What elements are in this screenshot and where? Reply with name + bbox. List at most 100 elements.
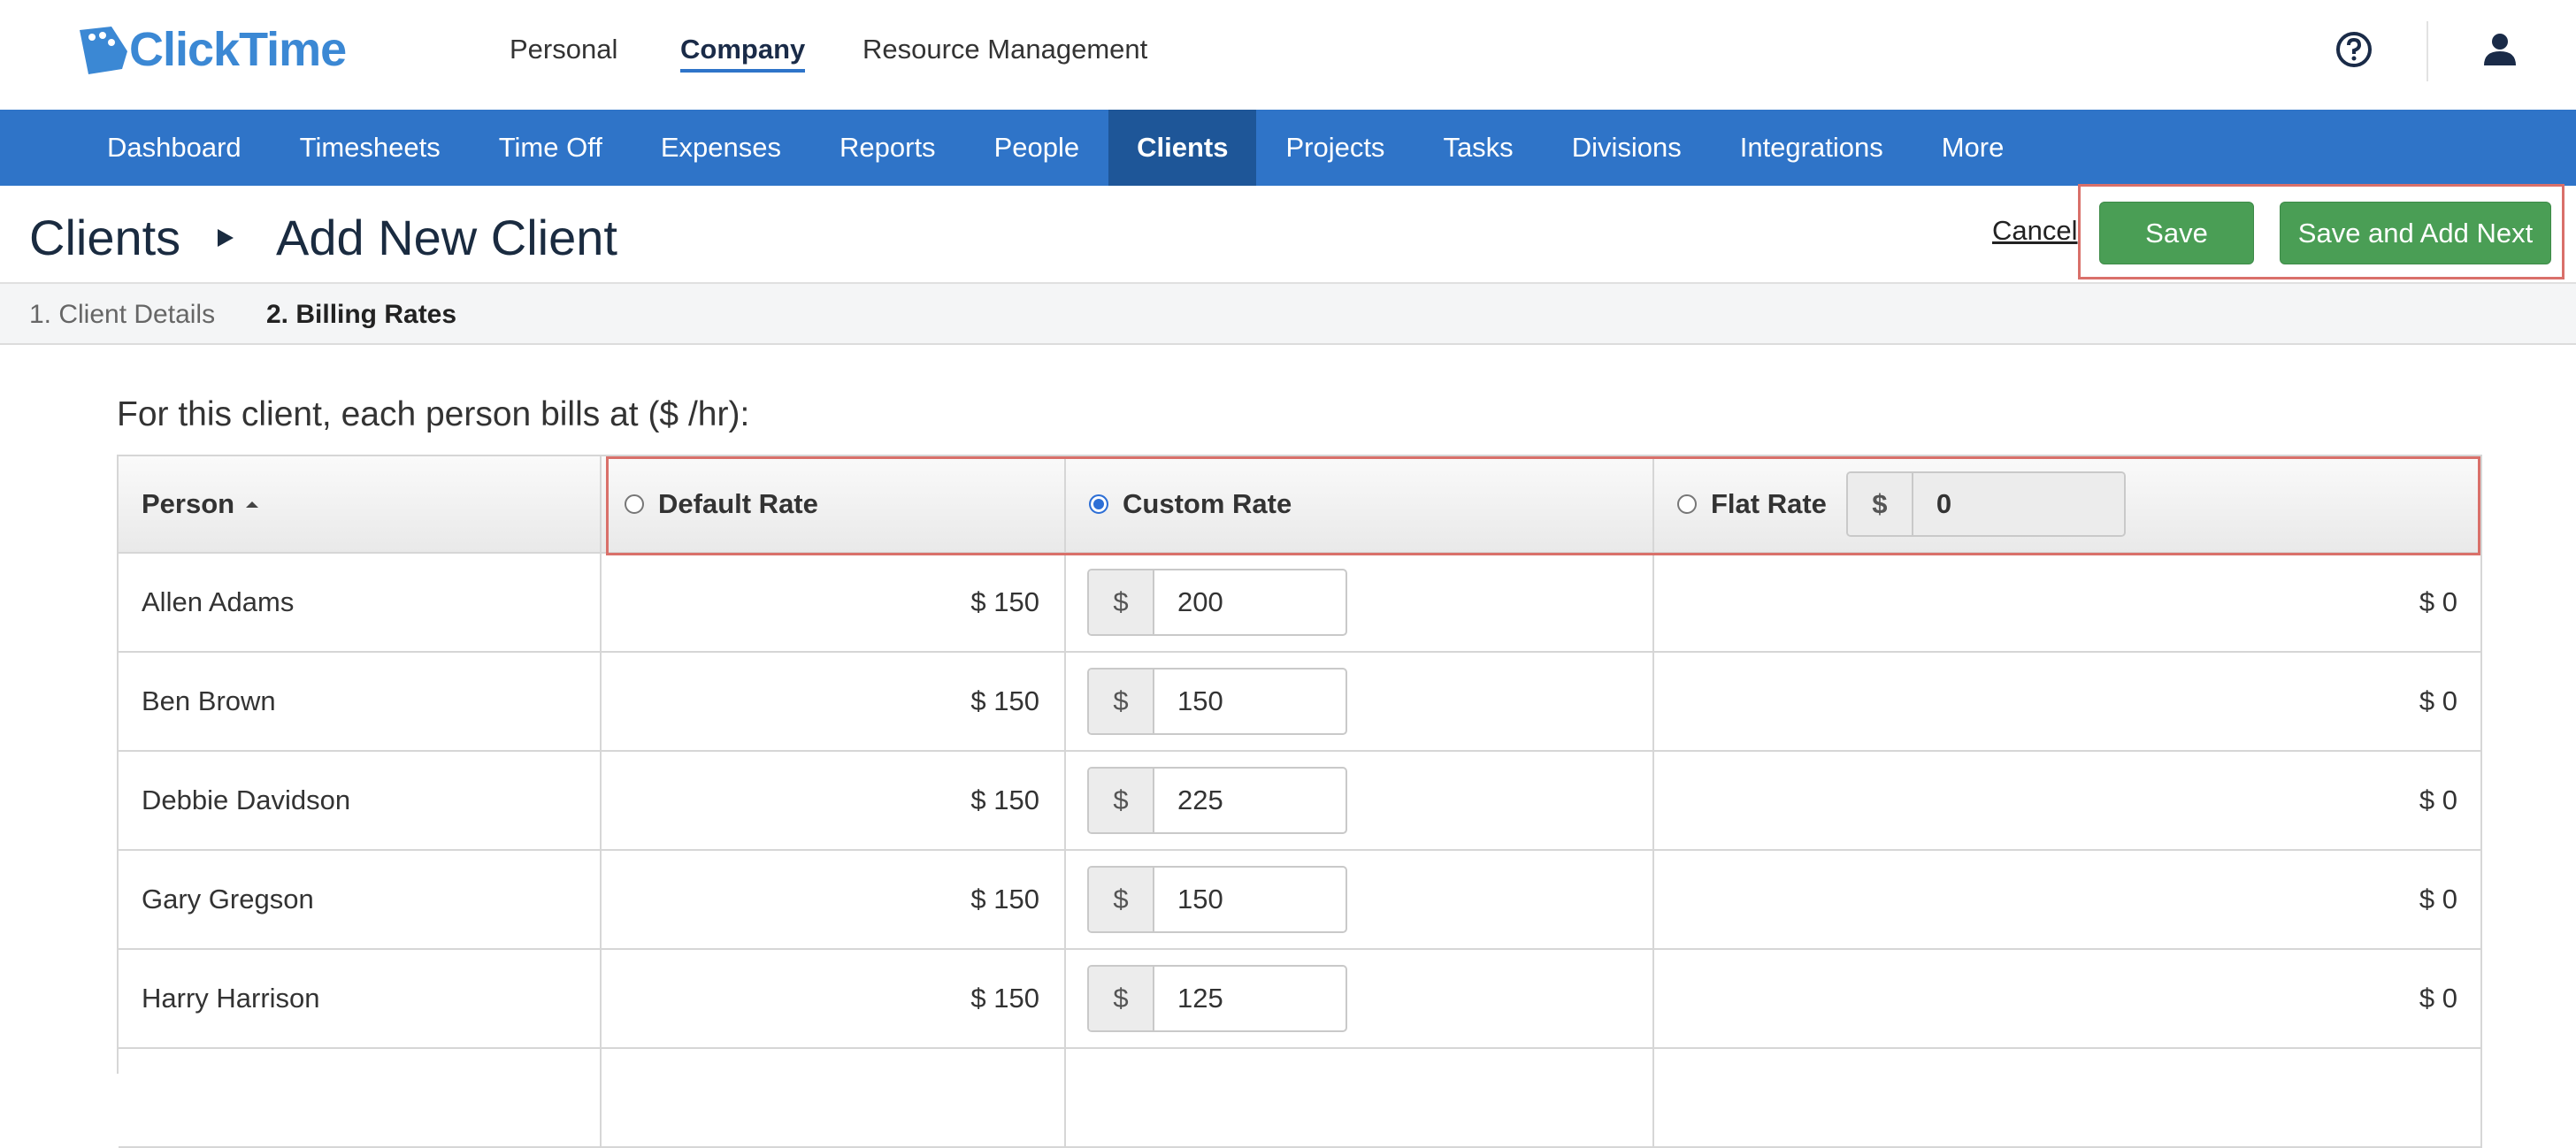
custom-rate-cell: $150	[1066, 851, 1654, 950]
default-rate-cell: $ 150	[602, 752, 1066, 851]
header-cell: Custom Rate	[1066, 456, 1654, 554]
currency-addon: $	[1089, 868, 1154, 931]
empty-cell	[119, 1049, 602, 1148]
cancel-link[interactable]: Cancel	[1992, 215, 2078, 246]
help-icon[interactable]	[2335, 31, 2373, 68]
menu-item[interactable]: Projects	[1285, 132, 1385, 163]
default-rate: $ 150	[970, 685, 1039, 716]
name-cell: Harry Harrison	[119, 950, 602, 1049]
intro-text: For this client, each person bills at ($…	[117, 395, 750, 433]
radio[interactable]	[1677, 494, 1697, 514]
menu-item[interactable]: People	[993, 132, 1080, 163]
input-value[interactable]: 0	[1913, 473, 2124, 535]
currency-addon: $	[1089, 570, 1154, 634]
menu: Dashboard Timesheets Time Off Expenses Repor…	[78, 110, 2033, 186]
save-next-button[interactable]: Save and Add Next	[2280, 202, 2551, 264]
person-name: Gary Gregson	[142, 884, 314, 915]
menu-item[interactable]: Dashboard	[107, 132, 242, 163]
default-rate-cell: $ 150	[602, 851, 1066, 950]
empty-cell	[602, 1049, 1066, 1148]
currency-addon: $	[1089, 769, 1154, 832]
custom-rate-input[interactable]: $225	[1087, 767, 1347, 834]
nav-link[interactable]: Resource Management	[862, 34, 1148, 65]
flat-rate: $ 0	[2419, 884, 2457, 915]
save-button[interactable]: Save	[2099, 202, 2254, 264]
header-label[interactable]: Person	[142, 488, 235, 519]
default-rate-cell: $ 150	[602, 653, 1066, 752]
logo-icon	[80, 27, 127, 74]
breadcrumb-current: Add New Client	[276, 209, 617, 265]
nav-link-active[interactable]: Company	[680, 30, 806, 73]
flat-rate-cell: $ 0	[1654, 554, 2482, 653]
header-cell: Flat Rate $0	[1654, 456, 2482, 554]
divider	[2426, 21, 2428, 81]
empty-cell	[1066, 1049, 1654, 1148]
name-cell: Allen Adams	[119, 554, 602, 653]
custom-rate-cell: $225	[1066, 752, 1654, 851]
breadcrumb-root[interactable]: Clients	[29, 209, 181, 265]
custom-rate-input[interactable]: $125	[1087, 965, 1347, 1032]
custom-rate-input[interactable]: $150	[1087, 866, 1347, 933]
flat-rate-cell: $ 0	[1654, 851, 2482, 950]
sort-icon[interactable]	[243, 498, 261, 510]
header-label: Flat Rate	[1711, 488, 1827, 519]
default-rate: $ 150	[970, 983, 1039, 1014]
menu-item[interactable]: Divisions	[1571, 132, 1682, 163]
menu-item[interactable]: Integrations	[1739, 132, 1883, 163]
default-rate: $ 150	[970, 784, 1039, 815]
header-label: Default Rate	[658, 488, 818, 519]
person-name: Harry Harrison	[142, 983, 320, 1014]
custom-rate-input[interactable]: $150	[1087, 668, 1347, 735]
menu-item[interactable]: Expenses	[660, 132, 782, 163]
input-value[interactable]: 150	[1177, 685, 1223, 716]
input-value[interactable]: 225	[1177, 784, 1223, 815]
menu-item[interactable]: Time Off	[498, 132, 602, 163]
nav-link[interactable]: Personal	[510, 34, 618, 65]
user-icon[interactable]	[2482, 32, 2518, 67]
flat-rate: $ 0	[2419, 586, 2457, 617]
flat-rate-cell: $ 0	[1654, 653, 2482, 752]
input-value[interactable]: 150	[1177, 884, 1223, 915]
logo-text[interactable]: ClickTime	[129, 23, 347, 76]
highlight-box	[606, 456, 2480, 555]
custom-rate-cell: $125	[1066, 950, 1654, 1049]
menu-item[interactable]: More	[1941, 132, 2005, 163]
custom-rate-cell: $150	[1066, 653, 1654, 752]
radio-selected[interactable]	[1089, 494, 1108, 514]
custom-rate-input[interactable]: $200	[1087, 569, 1347, 636]
name-cell: Debbie Davidson	[119, 752, 602, 851]
header-cell: Default Rate	[602, 456, 1066, 554]
tab-active[interactable]: 2. Billing Rates	[266, 300, 457, 329]
custom-rate-cell: $200	[1066, 554, 1654, 653]
menu-item[interactable]: Tasks	[1443, 132, 1514, 163]
separator	[0, 282, 2576, 284]
input-value[interactable]: 200	[1177, 586, 1223, 617]
tab[interactable]: 1. Client Details	[29, 300, 216, 329]
input-value[interactable]: 125	[1177, 983, 1223, 1014]
name-cell: Ben Brown	[119, 653, 602, 752]
person-name: Ben Brown	[142, 685, 276, 716]
default-rate: $ 150	[970, 586, 1039, 617]
person-name: Debbie Davidson	[142, 784, 351, 815]
default-rate-cell: $ 150	[602, 950, 1066, 1049]
flat-rate: $ 0	[2419, 784, 2457, 815]
flat-rate-cell: $ 0	[1654, 950, 2482, 1049]
currency-addon: $	[1089, 670, 1154, 733]
default-rate: $ 150	[970, 884, 1039, 915]
rates-table: Person Default Rate Custom Rate Flat Rate $0…	[117, 455, 2482, 1148]
tab-bar	[0, 284, 2576, 345]
menu-item[interactable]: Reports	[840, 132, 936, 163]
flat-rate: $ 0	[2419, 685, 2457, 716]
highlight-box	[2078, 184, 2564, 279]
empty-cell	[1654, 1049, 2482, 1148]
menu-item-active[interactable]: Clients	[1108, 110, 1257, 186]
currency-addon: $	[1847, 473, 1913, 535]
name-cell: Gary Gregson	[119, 851, 602, 950]
flat-rate: $ 0	[2419, 983, 2457, 1014]
radio[interactable]	[625, 494, 644, 514]
page: ClickTime Personal Company Resource Mana…	[0, 21, 2576, 1148]
flat-rate-input[interactable]: $0	[1845, 471, 2126, 537]
menu-item[interactable]: Timesheets	[299, 132, 441, 163]
default-rate-cell: $ 150	[602, 554, 1066, 653]
person-name: Allen Adams	[142, 586, 295, 617]
